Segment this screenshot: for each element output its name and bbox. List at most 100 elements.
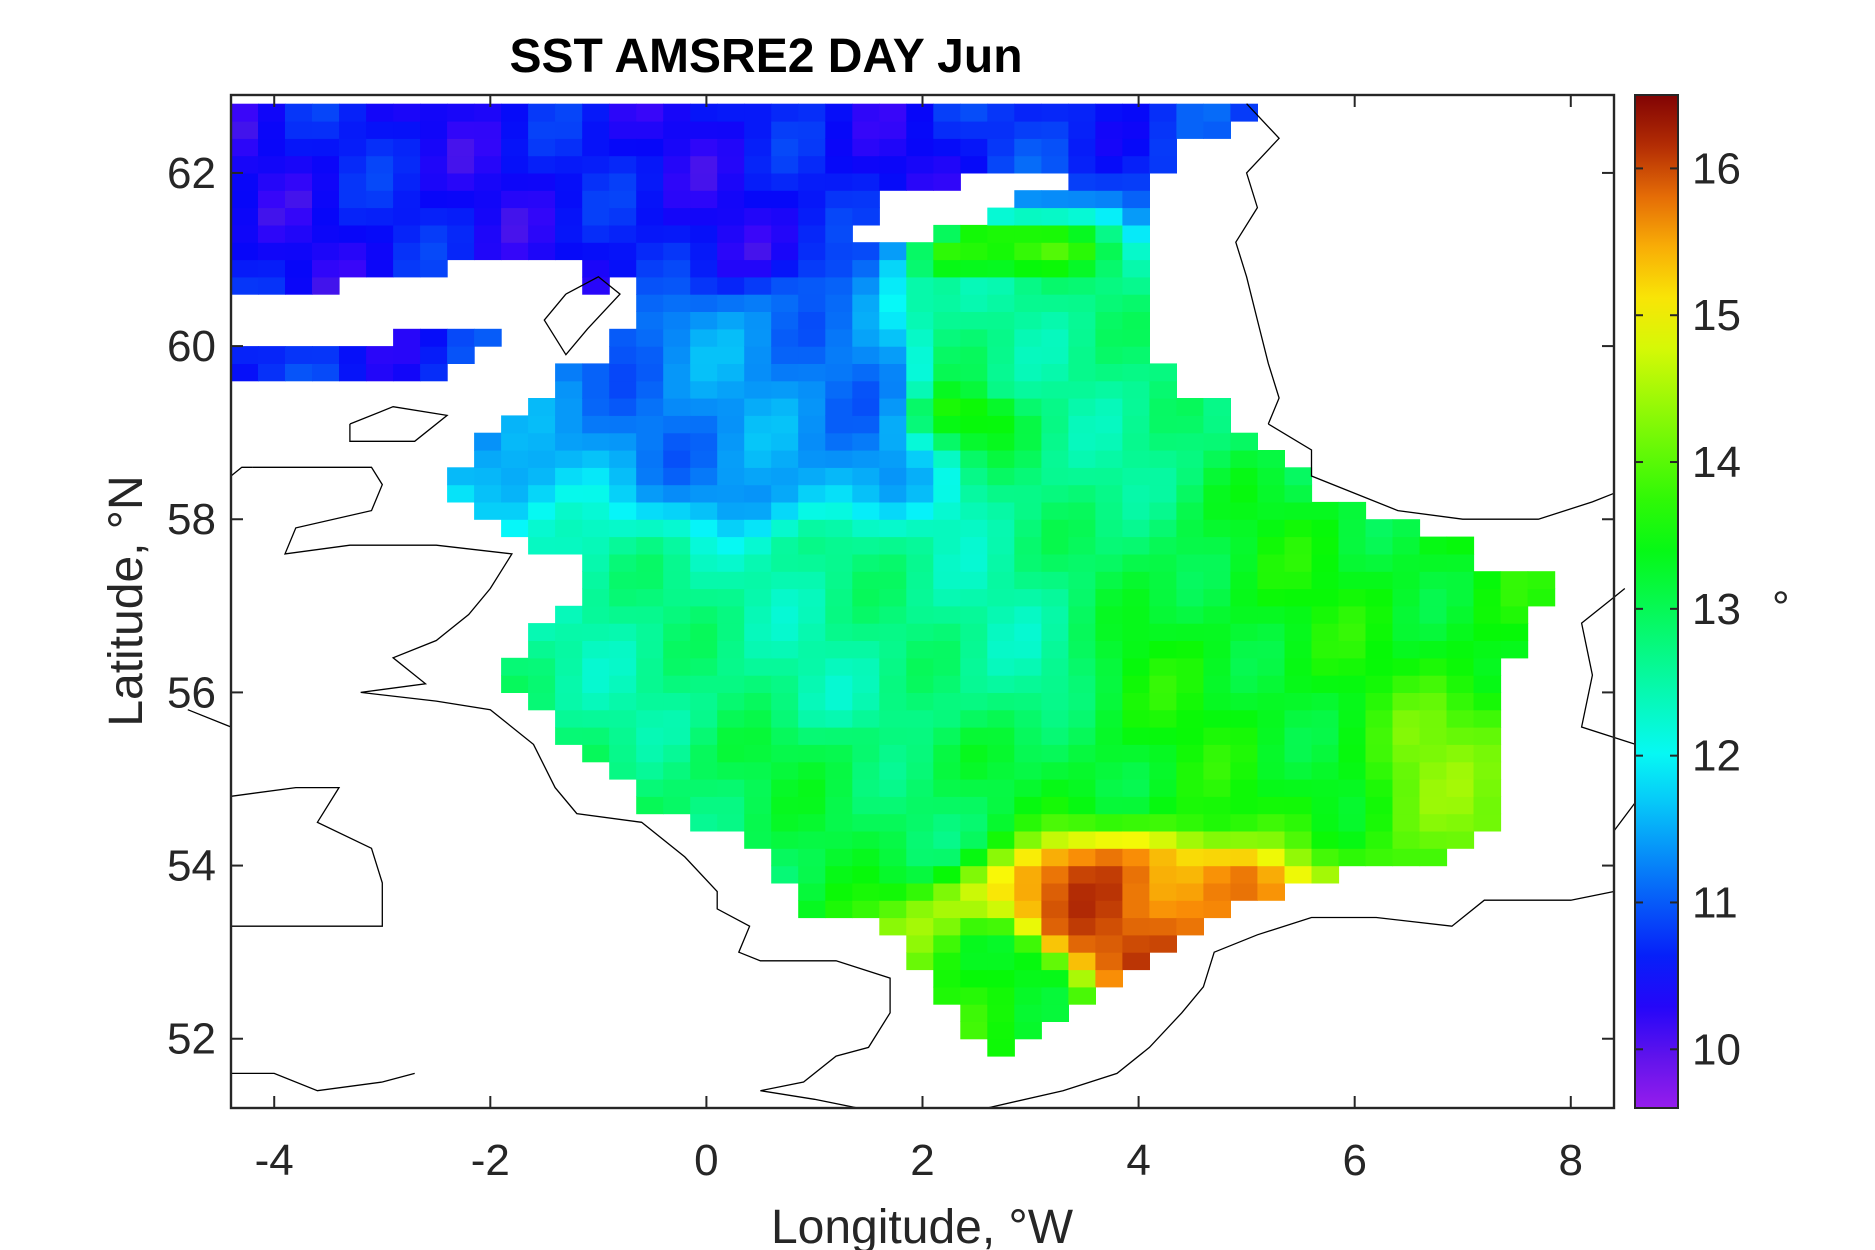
sst-cell: [1122, 467, 1150, 486]
sst-cell: [798, 155, 826, 174]
sst-cell: [690, 553, 718, 572]
sst-cell: [1014, 1021, 1042, 1040]
sst-cell: [1230, 536, 1258, 555]
sst-cell: [528, 657, 556, 676]
sst-cell: [1122, 172, 1150, 191]
sst-cell: [744, 121, 772, 139]
sst-cell: [852, 172, 880, 191]
sst-cell: [609, 363, 637, 382]
sst-cell: [771, 848, 799, 867]
sst-cell: [960, 934, 988, 953]
sst-cell: [258, 138, 286, 157]
sst-cell: [1284, 501, 1313, 520]
sst-cell: [1419, 848, 1448, 867]
sst-cell: [1419, 553, 1448, 572]
sst-cell: [1284, 744, 1313, 763]
sst-cell: [1527, 588, 1556, 607]
sst-cell: [771, 657, 799, 676]
sst-cell: [555, 519, 583, 538]
sst-cell: [1230, 467, 1258, 486]
sst-cell: [528, 242, 556, 261]
sst-cell: [852, 623, 880, 641]
sst-cell: [798, 640, 826, 659]
sst-cell: [1122, 103, 1150, 122]
sst-cell: [825, 830, 853, 849]
coastline: [1267, 423, 1615, 520]
sst-cell: [798, 623, 826, 641]
sst-cell: [1203, 727, 1231, 745]
sst-cell: [1284, 640, 1313, 659]
sst-cell: [987, 103, 1015, 122]
sst-cell: [960, 657, 988, 676]
sst-cell: [1068, 709, 1096, 728]
sst-cell: [1041, 553, 1069, 572]
sst-cell: [1041, 484, 1069, 503]
sst-cell: [771, 553, 799, 572]
sst-cell: [1446, 830, 1475, 849]
sst-cell: [1203, 588, 1231, 607]
sst-cell: [285, 138, 313, 157]
sst-cell: [1095, 709, 1123, 728]
sst-cell: [1014, 294, 1042, 312]
sst-cell: [1122, 744, 1150, 763]
sst-cell: [960, 276, 988, 295]
sst-cell: [1014, 796, 1042, 815]
sst-cell: [1122, 692, 1150, 711]
sst-cell: [960, 1021, 988, 1040]
sst-cell: [1311, 571, 1340, 590]
sst-cell: [798, 900, 826, 919]
sst-cell: [1203, 865, 1231, 884]
sst-cell: [798, 865, 826, 884]
sst-cell: [1149, 501, 1177, 520]
sst-cell: [717, 172, 745, 191]
sst-cell: [1176, 675, 1204, 693]
sst-cell: [987, 986, 1015, 1005]
sst-cell: [1230, 657, 1258, 676]
sst-cell: [744, 363, 772, 382]
sst-cell: [798, 536, 826, 555]
sst-cell: [906, 172, 934, 191]
sst-cell: [771, 380, 799, 399]
sst-cell: [1311, 519, 1340, 538]
sst-cell: [825, 138, 853, 157]
sst-cell: [285, 363, 313, 382]
sst-cell: [582, 484, 610, 503]
sst-cell: [663, 588, 691, 607]
x-tick-label: 2: [910, 1136, 934, 1185]
sst-cell: [1392, 640, 1421, 659]
sst-cell: [771, 501, 799, 520]
sst-cell: [987, 969, 1015, 988]
sst-cell: [1446, 588, 1475, 607]
sst-cell: [1014, 882, 1042, 901]
sst-cell: [1230, 727, 1258, 745]
sst-cell: [825, 519, 853, 538]
sst-cell: [1014, 553, 1042, 572]
sst-cell: [1014, 779, 1042, 797]
sst-cell: [1392, 727, 1421, 745]
sst-cell: [1041, 1004, 1069, 1022]
sst-cell: [1284, 484, 1313, 503]
sst-cell: [852, 796, 880, 815]
sst-cell: [1149, 744, 1177, 763]
sst-cell: [879, 519, 907, 538]
sst-cell: [1311, 536, 1340, 555]
sst-cell: [474, 103, 502, 122]
sst-cell: [528, 103, 556, 122]
sst-cell: [609, 709, 637, 728]
sst-cell: [285, 103, 313, 122]
sst-cell: [906, 259, 934, 278]
sst-cell: [1257, 761, 1285, 780]
sst-cell: [717, 259, 745, 278]
sst-cell: [393, 155, 421, 174]
sst-cell: [1230, 744, 1258, 763]
sst-cell: [1257, 709, 1285, 728]
sst-cell: [825, 311, 853, 330]
sst-cell: [1365, 813, 1394, 832]
sst-cell: [609, 571, 637, 590]
sst-cell: [609, 588, 637, 607]
sst-cell: [771, 536, 799, 555]
sst-cell: [474, 484, 502, 503]
sst-cell: [933, 830, 961, 849]
sst-cell: [960, 155, 988, 174]
sst-cell: [1365, 623, 1394, 641]
